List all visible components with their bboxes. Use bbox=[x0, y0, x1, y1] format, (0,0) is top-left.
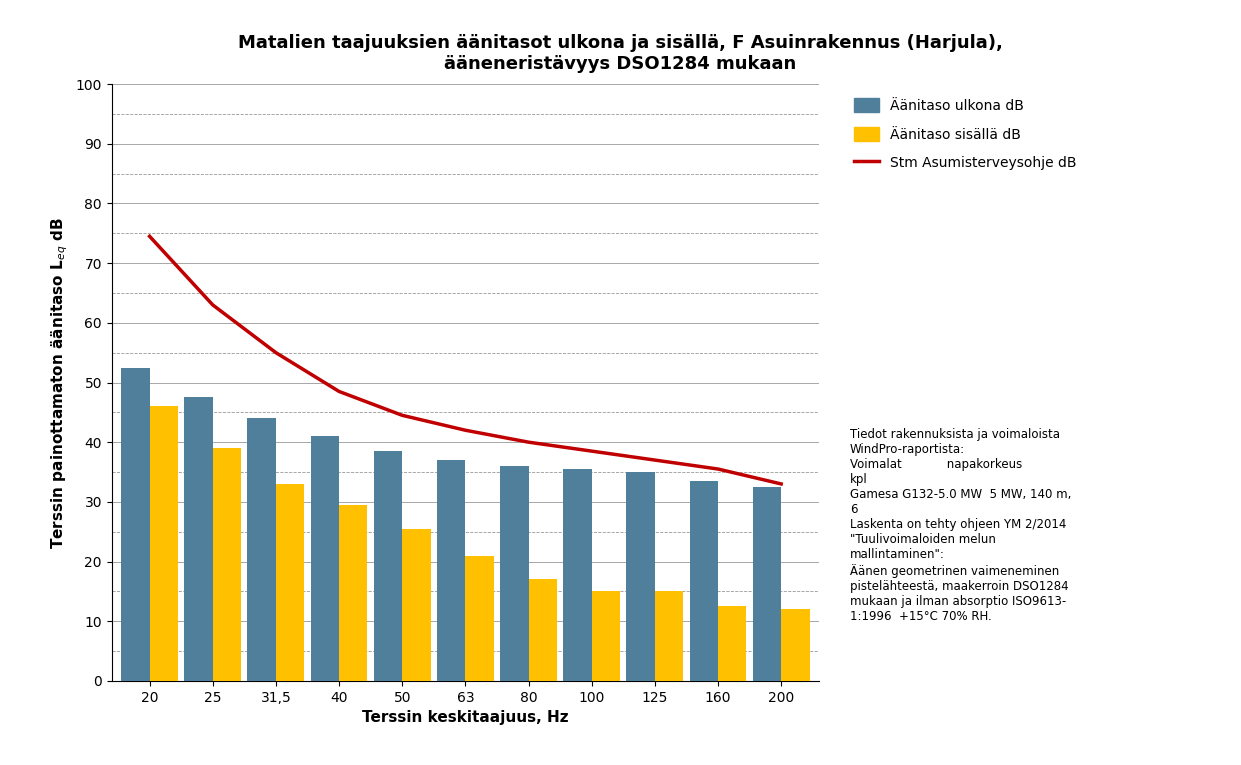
Bar bbox=[402, 529, 431, 681]
Bar bbox=[500, 466, 529, 681]
Bar bbox=[627, 472, 655, 681]
Bar bbox=[212, 448, 241, 681]
Y-axis label: Terssin painottamaton äänitaso L$_{eq}$ dB: Terssin painottamaton äänitaso L$_{eq}$ … bbox=[50, 216, 69, 549]
Text: Matalien taajuuksien äänitasot ulkona ja sisällä, F Asuinrakennus (Harjula),
ään: Matalien taajuuksien äänitasot ulkona ja… bbox=[238, 34, 1003, 73]
Bar bbox=[185, 398, 212, 681]
Bar bbox=[563, 469, 592, 681]
Bar bbox=[150, 406, 177, 681]
Bar bbox=[592, 591, 620, 681]
Text: Tiedot rakennuksista ja voimaloista
WindPro-raportista:
Voimalat            napa: Tiedot rakennuksista ja voimaloista Wind… bbox=[850, 428, 1071, 623]
Bar bbox=[529, 579, 557, 681]
Bar bbox=[437, 460, 465, 681]
Bar bbox=[247, 418, 276, 681]
Bar bbox=[781, 609, 809, 681]
Bar bbox=[374, 451, 402, 681]
Bar bbox=[753, 487, 781, 681]
Bar bbox=[690, 481, 719, 681]
Bar bbox=[339, 505, 367, 681]
Bar bbox=[465, 555, 494, 681]
X-axis label: Terssin keskitaajuus, Hz: Terssin keskitaajuus, Hz bbox=[362, 710, 568, 725]
Bar bbox=[310, 436, 339, 681]
Bar bbox=[719, 606, 746, 681]
Bar bbox=[122, 368, 150, 681]
Bar bbox=[655, 591, 684, 681]
Legend: Äänitaso ulkona dB, Äänitaso sisällä dB, Stm Asumisterveysohje dB: Äänitaso ulkona dB, Äänitaso sisällä dB,… bbox=[848, 91, 1083, 177]
Bar bbox=[276, 484, 304, 681]
